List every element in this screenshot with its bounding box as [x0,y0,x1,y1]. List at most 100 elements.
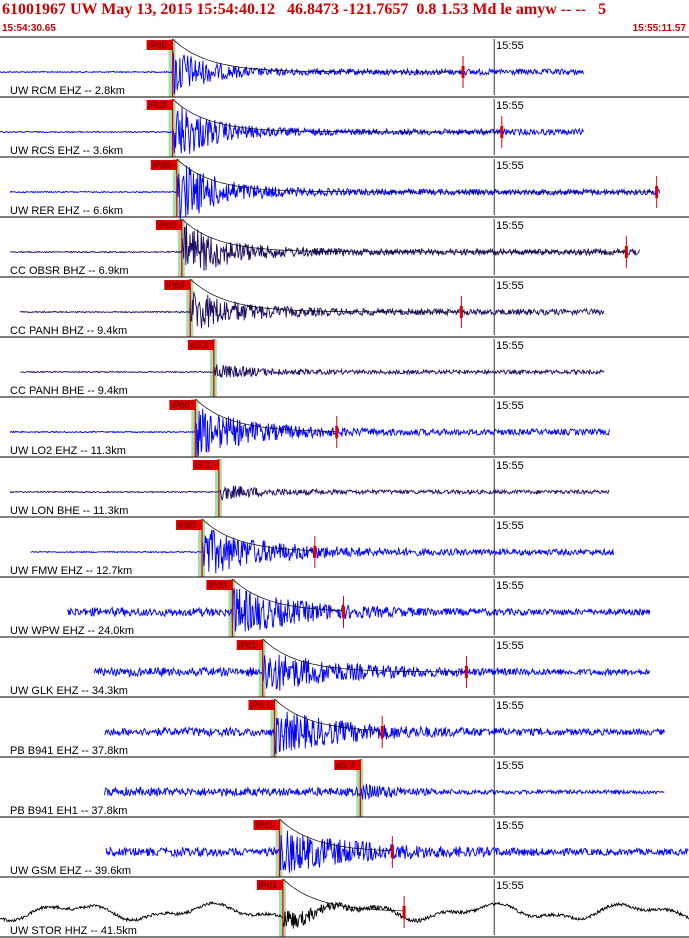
pick-label: eS 2 [190,340,209,350]
station-label: UW GSM EHZ -- 39.6km [10,865,131,877]
coda-end-block [500,126,504,138]
station-label: CC PANH BHZ -- 9.4km [10,325,127,337]
pick-label: iPd0 [171,400,189,410]
station-label: UW STOR HHZ -- 41.5km [10,925,137,937]
time-tick-label: 15:55 [496,100,524,112]
station-label: CC PANH BHE -- 9.4km [10,385,128,397]
pick-label-box [146,100,173,110]
waveform-trace [30,529,615,574]
station-label: PB B941 EHZ -- 37.8km [10,745,128,757]
waveform-trace [9,408,610,457]
station-label: UW LON BHE -- 11.3km [10,505,128,517]
coda-end-block [341,606,345,618]
station-label: UW RCS EHZ -- 3.6km [10,145,123,157]
waveform-trace [20,291,605,329]
pick-label: iPd0 [208,580,226,590]
coda-curve [172,98,500,133]
pick-label-box [187,340,214,350]
coda-curve [274,698,380,731]
pick-label: iPd0 [149,40,167,50]
time-tick-label: 15:55 [496,880,524,892]
station-label: CC OBSR BHZ -- 6.9km [10,265,129,277]
coda-curve [181,218,626,253]
time-tick-label: 15:55 [496,340,524,352]
panel-separators: 15:55 15:55 15:55 15:55 15:55 15:55 15:55 15:55… [0,36,689,938]
coda-end-block [335,426,339,438]
coda-curve [201,518,314,551]
coda-curve [190,278,461,313]
coda-end-block [624,246,628,258]
waveform-trace [0,106,585,154]
pick-label: iPd0 [158,220,176,230]
station-label: PB B941 EH1 -- 37.8km [10,805,127,817]
time-tick-label: 15:55 [496,640,524,652]
coda-curve [172,38,461,73]
pick-label: iPd1 [259,880,277,890]
coda-end-block [390,846,394,858]
pick-label-box [150,160,177,170]
coda-end-block [402,906,406,918]
coda-end-block [459,306,463,318]
coda-end-block [655,186,659,198]
time-tick-label: 15:55 [496,520,524,532]
pick-label: iPd 1 [250,700,271,710]
pick-label-box [192,460,219,470]
pick-label-box [169,400,196,410]
pick-label-box [334,760,361,770]
coda-curve [232,578,344,611]
station-label: UW GLK EHZ -- 34.3km [10,685,128,697]
pick-label-box [206,580,233,590]
pick-label-box [164,280,191,290]
pick-label-box [146,40,173,50]
station-label: UW FMW EHZ -- 12.7km [10,565,132,577]
station-label: UW WPW EHZ -- 24.0km [10,625,134,637]
waveform-trace [19,364,605,378]
pick-label: iPd0 [166,280,184,290]
pick-label: iPd0 [149,100,167,110]
header: 61001967 UW May 13, 2015 15:54:40.12 46.… [0,0,689,37]
time-start-label: 15:54:30.65 [2,23,56,34]
time-tick-label: 15:55 [496,700,524,712]
waveform-trace [9,165,661,220]
pick-label: iPd1 [256,820,274,830]
event-title: 61001967 UW May 13, 2015 15:54:40.12 46.… [2,1,607,18]
waveform-trace [67,588,651,632]
time-end-label: 15:55:11.57 [632,23,686,34]
coda-end-block [380,726,384,738]
coda-end-block [313,546,317,558]
waveform-trace [93,654,650,691]
coda-curve [279,818,391,851]
waveform-trace [105,830,689,873]
pick-label-box [248,700,275,710]
waveform-trace [103,783,665,800]
pick-label: eS 2 [336,760,355,770]
waveform-trace [104,711,665,754]
waveform-trace [9,224,640,271]
coda-end-block [461,66,465,78]
time-tick-label: 15:55 [496,160,524,172]
coda-curve [262,638,464,673]
time-tick-label: 15:55 [496,820,524,832]
pick-label: iPd0 [178,520,196,530]
pick-label: iS 1 [195,460,211,470]
pick-label-box [256,880,283,890]
waveform-trace [9,485,610,501]
waveforms [0,38,689,929]
time-tick-label: 15:55 [496,580,524,592]
station-label: UW RER EHZ -- 6.6km [10,205,123,217]
time-tick-label: 15:55 [496,760,524,772]
pick-label-box [176,520,203,530]
coda-curve [176,158,654,193]
pick-label-box [253,820,280,830]
coda-end-block [464,666,468,678]
station-label: UW LO2 EHZ -- 11.3km [10,445,126,457]
coda-curve [282,878,403,912]
pick-label-box [155,220,182,230]
station-label: UW RCM EHZ -- 2.8km [10,85,125,97]
time-tick-label: 15:55 [496,280,524,292]
waveform-trace [0,50,585,95]
time-tick-label: 15:55 [496,460,524,472]
pick-label: iPd1 [239,640,257,650]
time-tick-label: 15:55 [496,220,524,232]
